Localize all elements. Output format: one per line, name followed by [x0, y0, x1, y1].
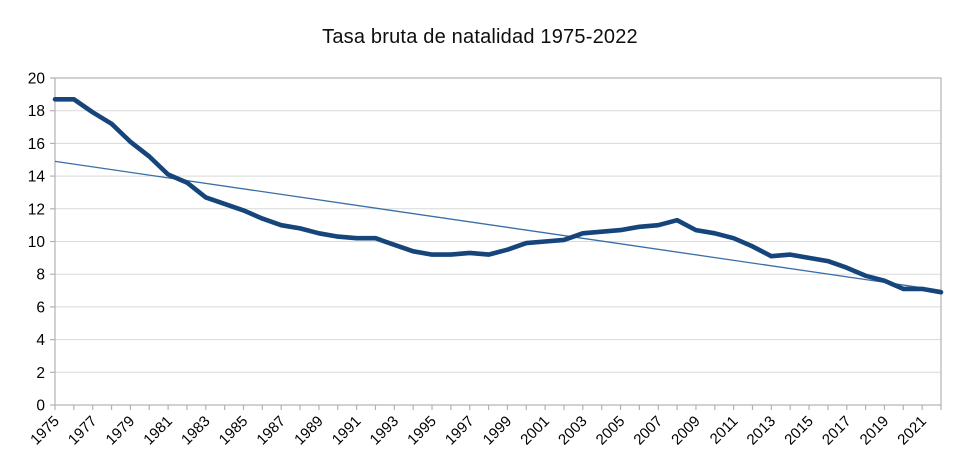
- y-axis-label: 2: [36, 365, 45, 382]
- x-axis-label: 1977: [65, 413, 101, 449]
- x-axis-label: 1993: [367, 413, 403, 449]
- x-axis-label: 2011: [707, 413, 742, 448]
- y-axis-label: 8: [36, 267, 45, 284]
- x-axis-label: 2017: [819, 413, 855, 449]
- x-axis-label: 2019: [857, 413, 893, 449]
- x-axis-label: 2007: [630, 413, 666, 449]
- x-axis-label: 2015: [781, 413, 817, 449]
- x-axis-label: 1985: [216, 413, 252, 449]
- x-axis-label: 1999: [480, 413, 516, 449]
- birth-rate-line: [52, 97, 944, 295]
- x-axis-label: 1981: [140, 413, 176, 449]
- x-axis-label: 1979: [103, 413, 139, 449]
- x-axis-label: 1987: [253, 413, 289, 449]
- x-axis-label: 2009: [668, 413, 704, 449]
- x-axis-label: 2003: [555, 413, 591, 449]
- y-axis-label: 20: [28, 71, 46, 88]
- x-axis-label: 1995: [404, 413, 440, 449]
- x-axis-label: 2021: [894, 413, 930, 449]
- y-axis-label: 12: [28, 201, 45, 218]
- x-axis-label: 1983: [178, 413, 214, 449]
- x-axis-label: 1989: [291, 413, 327, 449]
- x-axis-label: 1975: [27, 413, 63, 449]
- x-axis-label: 2001: [517, 413, 553, 449]
- y-axis-label: 16: [28, 136, 45, 153]
- y-axis-label: 0: [36, 398, 45, 415]
- y-axis-label: 18: [28, 103, 45, 120]
- x-axis-label: 2013: [744, 413, 780, 449]
- y-axis-label: 4: [36, 332, 45, 349]
- y-axis-label: 6: [36, 299, 45, 316]
- y-axis-label: 14: [28, 169, 46, 186]
- y-axis-label: 10: [28, 234, 46, 251]
- x-axis-label: 2005: [593, 413, 629, 449]
- chart-title: Tasa bruta de natalidad 1975-2022: [322, 26, 638, 48]
- x-axis-label: 1997: [442, 413, 478, 449]
- x-axis-label: 1991: [329, 413, 365, 449]
- trend-line: [54, 160, 942, 292]
